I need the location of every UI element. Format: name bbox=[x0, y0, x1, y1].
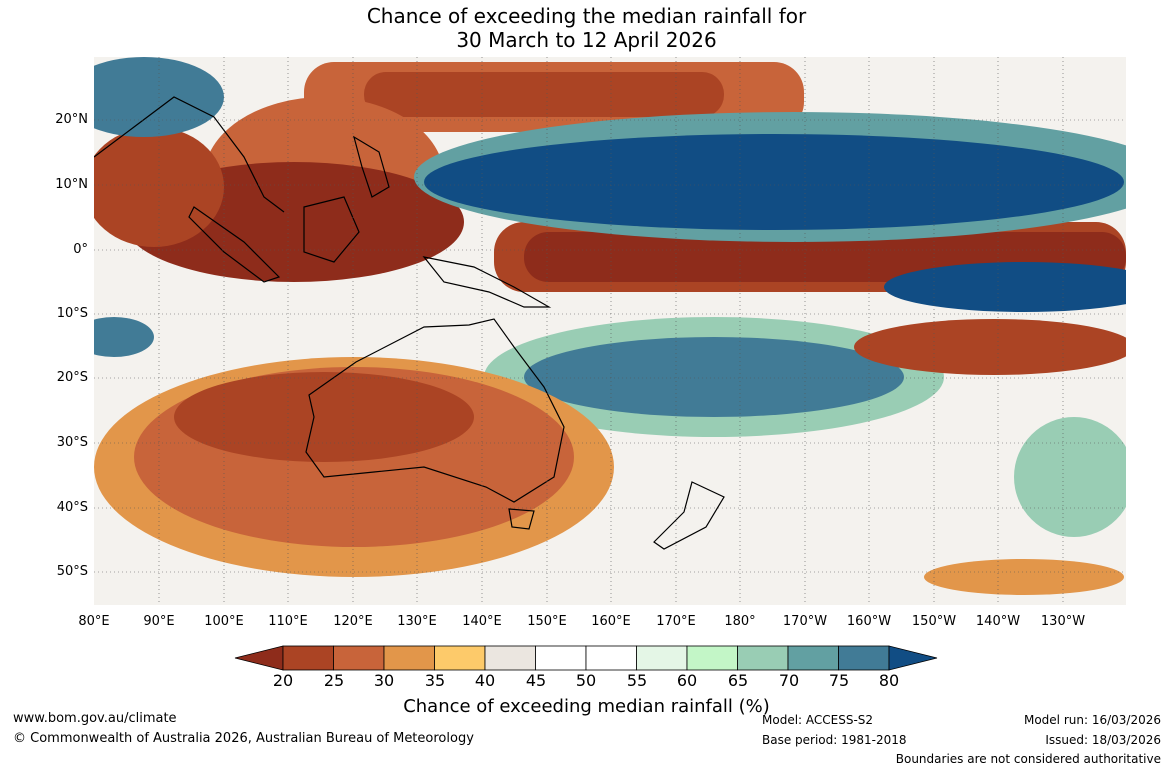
dry-australia-core bbox=[174, 372, 474, 462]
colorbar-cell bbox=[838, 645, 890, 671]
lon-label: 120°E bbox=[333, 614, 373, 629]
issued-date: Issued: 18/03/2026 bbox=[1045, 733, 1161, 747]
colorbar-cell bbox=[234, 645, 284, 671]
colorbar-cell bbox=[484, 645, 536, 671]
colorbar-tick: 60 bbox=[676, 671, 698, 690]
lon-label: 90°E bbox=[143, 614, 175, 629]
new-guinea-coastline bbox=[422, 256, 552, 308]
australia-coastline bbox=[305, 318, 565, 503]
colorbar-tick: 55 bbox=[626, 671, 648, 690]
lon-label: 110°E bbox=[268, 614, 308, 629]
lat-label-50s: 50°S bbox=[56, 564, 88, 579]
wet-far-southeast bbox=[1014, 417, 1126, 537]
lon-label: 140°E bbox=[462, 614, 502, 629]
colorbar-cell bbox=[686, 645, 738, 671]
colorbar-tick: 35 bbox=[424, 671, 446, 690]
lon-label: 160°E bbox=[591, 614, 631, 629]
lat-label-0: 0° bbox=[73, 242, 88, 257]
dry-far-south bbox=[924, 559, 1124, 595]
lon-label: 170°W bbox=[782, 614, 828, 629]
colorbar-title: Chance of exceeding median rainfall (%) bbox=[403, 696, 770, 717]
wet-indian-west bbox=[94, 317, 154, 357]
colorbar-tick: 30 bbox=[373, 671, 395, 690]
lon-label: 140°W bbox=[975, 614, 1021, 629]
lon-label: 170°E bbox=[656, 614, 696, 629]
colorbar-tick: 80 bbox=[878, 671, 900, 690]
colorbar-tick: 40 bbox=[474, 671, 496, 690]
lon-label: 150°W bbox=[911, 614, 957, 629]
tasmania-coastline bbox=[508, 508, 535, 530]
lat-label-20s: 20°S bbox=[56, 370, 88, 385]
colorbar-tick: 50 bbox=[575, 671, 597, 690]
map-title-line-1: Chance of exceeding the median rainfall … bbox=[366, 4, 807, 28]
colorbar-cell bbox=[585, 645, 637, 671]
colorbar-cell bbox=[787, 645, 839, 671]
colorbar bbox=[234, 645, 938, 671]
colorbar-tick: 20 bbox=[272, 671, 294, 690]
model-run-date: Model run: 16/03/2026 bbox=[1023, 713, 1161, 727]
colorbar-tick: 25 bbox=[323, 671, 345, 690]
lon-label: 130°E bbox=[397, 614, 437, 629]
colorbar-cell bbox=[434, 645, 486, 671]
boundary-disclaimer: Boundaries are not considered authoritat… bbox=[895, 752, 1161, 766]
colorbar-tick: 45 bbox=[525, 671, 547, 690]
lon-label: 150°E bbox=[527, 614, 567, 629]
asia-coastline bbox=[94, 96, 285, 213]
philippines-coastline bbox=[353, 135, 390, 198]
wet-north-band bbox=[424, 134, 1124, 230]
colorbar-tick: 65 bbox=[727, 671, 749, 690]
colorbar-cell bbox=[888, 645, 938, 671]
base-period: Base period: 1981-2018 bbox=[762, 733, 907, 747]
borneo-coastline bbox=[303, 196, 360, 263]
colorbar-tick: 70 bbox=[778, 671, 800, 690]
dry-north-band-core bbox=[364, 72, 724, 117]
wet-south-pacific bbox=[524, 337, 904, 417]
dry-indian-ocean bbox=[94, 127, 224, 247]
colorbar-tick: 75 bbox=[828, 671, 850, 690]
lon-label: 100°E bbox=[204, 614, 244, 629]
lat-label-10n: 10°N bbox=[55, 177, 88, 192]
colorbar-cell bbox=[737, 645, 789, 671]
copyright-text: © Commonwealth of Australia 2026, Austra… bbox=[13, 731, 474, 746]
website-link[interactable]: www.bom.gov.au/climate bbox=[13, 711, 177, 726]
rainfall-probability-map bbox=[94, 57, 1126, 605]
model-name: Model: ACCESS-S2 bbox=[762, 713, 874, 727]
colorbar-cell bbox=[333, 645, 385, 671]
lon-label: 130°W bbox=[1040, 614, 1086, 629]
colorbar-cell bbox=[535, 645, 587, 671]
lat-label-20n: 20°N bbox=[55, 112, 88, 127]
lon-label: 160°W bbox=[846, 614, 892, 629]
map-title-line-2: 30 March to 12 April 2026 bbox=[456, 28, 717, 52]
lon-label: 80°E bbox=[78, 614, 110, 629]
sumatra-coastline bbox=[188, 206, 281, 283]
lon-label: 180° bbox=[724, 614, 756, 629]
new-zealand-coastline bbox=[653, 481, 725, 550]
lat-label-10s: 10°S bbox=[56, 306, 88, 321]
lat-label-30s: 30°S bbox=[56, 435, 88, 450]
lat-label-40s: 40°S bbox=[56, 500, 88, 515]
wet-east-band bbox=[884, 262, 1126, 312]
dry-east-pacific bbox=[854, 319, 1126, 375]
graticule bbox=[94, 57, 1126, 605]
colorbar-cell bbox=[282, 645, 334, 671]
colorbar-cell bbox=[383, 645, 435, 671]
colorbar-cell bbox=[636, 645, 688, 671]
